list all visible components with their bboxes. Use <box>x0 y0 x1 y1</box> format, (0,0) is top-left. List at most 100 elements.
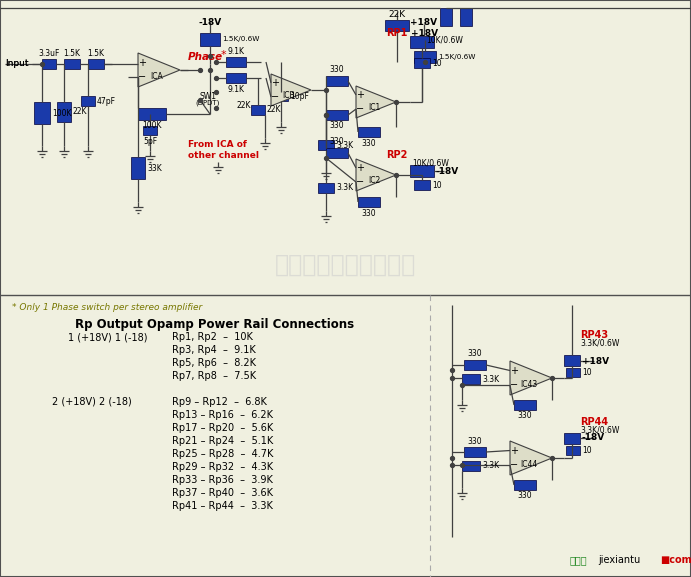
Text: Input: Input <box>5 59 28 69</box>
Bar <box>564 355 580 366</box>
Text: 22K: 22K <box>73 107 88 117</box>
Polygon shape <box>356 86 396 118</box>
Text: Rp1, Rp2  –  10K: Rp1, Rp2 – 10K <box>172 332 253 342</box>
Text: Rp5, Rp6  –  8.2K: Rp5, Rp6 – 8.2K <box>172 358 256 368</box>
Bar <box>251 105 265 115</box>
Text: 1.5K: 1.5K <box>64 48 80 58</box>
Text: Rp9 – Rp12  –  6.8K: Rp9 – Rp12 – 6.8K <box>172 397 267 407</box>
Text: +: + <box>138 58 146 68</box>
Text: Rp29 – Rp32  –  4.3K: Rp29 – Rp32 – 4.3K <box>172 462 273 472</box>
Bar <box>440 8 452 26</box>
Bar <box>414 180 430 190</box>
Bar <box>138 108 166 120</box>
Text: −: − <box>138 73 146 83</box>
Bar <box>464 447 486 457</box>
Bar <box>34 102 50 124</box>
Bar <box>318 140 334 150</box>
Text: +18V: +18V <box>410 18 437 27</box>
Text: ICB: ICB <box>283 91 295 100</box>
Text: Rp37 – Rp40  –  3.6K: Rp37 – Rp40 – 3.6K <box>172 488 273 498</box>
Bar <box>358 197 380 207</box>
Bar <box>414 58 430 68</box>
Text: 330: 330 <box>518 411 532 421</box>
Text: 100K: 100K <box>142 122 162 130</box>
Text: 10pF: 10pF <box>290 92 309 101</box>
Text: 33K: 33K <box>147 164 162 173</box>
Text: 100K: 100K <box>52 108 71 118</box>
Text: 330: 330 <box>468 436 482 445</box>
Text: 3.3K: 3.3K <box>336 183 353 193</box>
Text: 22K: 22K <box>236 100 251 110</box>
Text: Rp25 – Rp28  –  4.7K: Rp25 – Rp28 – 4.7K <box>172 449 274 459</box>
Text: ICA: ICA <box>151 72 163 81</box>
Text: 1 (+18V) 1 (-18): 1 (+18V) 1 (-18) <box>68 332 147 342</box>
Polygon shape <box>510 361 552 395</box>
Text: 10: 10 <box>432 58 442 68</box>
Text: 2 (+18V) 2 (-18): 2 (+18V) 2 (-18) <box>52 397 132 407</box>
Text: -18V: -18V <box>198 18 222 27</box>
Text: 330: 330 <box>468 350 482 358</box>
Text: Rp33 – Rp36  –  3.9K: Rp33 – Rp36 – 3.9K <box>172 475 273 485</box>
Bar <box>200 33 220 46</box>
Text: 3.3K: 3.3K <box>482 374 499 384</box>
Text: 47pF: 47pF <box>97 96 116 106</box>
Bar <box>462 461 480 471</box>
Text: +18V: +18V <box>411 29 439 38</box>
Text: other channel: other channel <box>188 151 259 160</box>
Text: Rp3, Rp4  –  9.1K: Rp3, Rp4 – 9.1K <box>172 345 256 355</box>
Bar <box>358 127 380 137</box>
Text: +: + <box>356 163 364 173</box>
Bar <box>64 59 80 69</box>
Text: Rp41 – Rp44  –  3.3K: Rp41 – Rp44 – 3.3K <box>172 501 273 511</box>
Text: 3.3uF: 3.3uF <box>38 48 59 58</box>
Text: 1.5K/0.6W: 1.5K/0.6W <box>222 36 259 43</box>
Bar <box>318 183 334 193</box>
Text: SW1: SW1 <box>200 92 216 101</box>
Bar <box>326 76 348 86</box>
Text: 杭州将睷科技有限公司: 杭州将睷科技有限公司 <box>275 253 416 277</box>
Bar <box>460 8 472 26</box>
Polygon shape <box>510 441 552 475</box>
Text: 10: 10 <box>582 446 591 455</box>
Bar <box>514 480 536 490</box>
Bar <box>226 73 246 83</box>
Text: * Only 1 Phase switch per stereo amplifier: * Only 1 Phase switch per stereo amplifi… <box>12 303 202 312</box>
Text: *: * <box>221 50 227 60</box>
Text: 1.5K: 1.5K <box>88 48 104 58</box>
Text: 3.3K: 3.3K <box>482 462 499 470</box>
Text: RP44: RP44 <box>580 417 608 427</box>
Text: Rp7, Rp8  –  7.5K: Rp7, Rp8 – 7.5K <box>172 371 256 381</box>
Text: 9.1K: 9.1K <box>227 47 245 55</box>
Text: −: − <box>356 104 364 114</box>
Text: From ICA of: From ICA of <box>188 140 247 149</box>
Text: 10: 10 <box>582 368 591 377</box>
Text: 10K/0.6W: 10K/0.6W <box>412 159 449 167</box>
Text: +: + <box>510 445 518 455</box>
Text: 3.3K/0.6W: 3.3K/0.6W <box>580 425 619 434</box>
Bar <box>88 59 104 69</box>
Bar <box>326 148 348 158</box>
Text: 3.3K: 3.3K <box>336 141 353 149</box>
Text: 22K: 22K <box>388 10 406 19</box>
Text: Rp Output Opamp Power Rail Connections: Rp Output Opamp Power Rail Connections <box>75 318 354 331</box>
Bar <box>464 360 486 370</box>
Bar <box>143 126 157 135</box>
Text: −: − <box>271 92 279 102</box>
Text: +18V: +18V <box>582 357 609 365</box>
Bar <box>274 92 288 101</box>
Text: IC2: IC2 <box>368 176 380 185</box>
Text: RP2: RP2 <box>387 150 408 160</box>
Text: 5pF: 5pF <box>143 137 157 145</box>
Text: 9.1K: 9.1K <box>227 84 245 93</box>
Text: Rp21 – Rp24  –  5.1K: Rp21 – Rp24 – 5.1K <box>172 436 273 446</box>
Text: Rp17 – Rp20  –  5.6K: Rp17 – Rp20 – 5.6K <box>172 423 273 433</box>
Text: IC44: IC44 <box>520 460 538 469</box>
Text: 10: 10 <box>432 181 442 189</box>
Text: 330: 330 <box>361 138 377 148</box>
Bar <box>385 20 409 31</box>
Text: 330: 330 <box>330 66 344 74</box>
Text: −: − <box>510 380 518 391</box>
Text: 330: 330 <box>518 492 532 500</box>
Text: −: − <box>510 460 518 470</box>
Polygon shape <box>271 74 311 106</box>
